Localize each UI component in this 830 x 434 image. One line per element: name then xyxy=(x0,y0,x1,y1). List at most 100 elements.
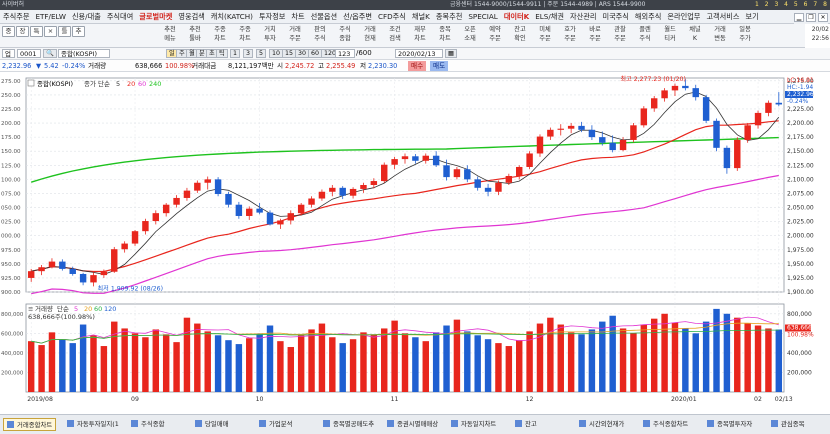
sell-button[interactable]: 매도 xyxy=(430,61,449,71)
taskbar-window-tab[interactable]: 종권시별매매상 xyxy=(387,418,438,431)
interval-button[interactable]: 15 xyxy=(282,49,297,58)
menu-item[interactable]: 영웅검색 xyxy=(178,12,205,21)
candle xyxy=(547,129,554,137)
toolbar-button[interactable]: 종목 차트 xyxy=(433,25,457,43)
menu-item[interactable]: 투자정보 xyxy=(258,12,286,21)
interval-button[interactable]: 60 xyxy=(308,49,323,58)
toolbar-button[interactable]: 관찰 주문 xyxy=(608,25,632,43)
toolbar-button[interactable]: 재무 차트 xyxy=(408,25,432,43)
toolbar-button[interactable]: 플렌 주식 xyxy=(633,25,657,43)
toolbar-button[interactable]: 거치 투자 xyxy=(258,25,282,43)
menu-item[interactable]: 온라인업무 xyxy=(667,12,701,21)
menu-item[interactable]: ETF/ELW xyxy=(35,12,66,21)
menu-item[interactable]: CFD주식 xyxy=(377,12,406,21)
menu-item[interactable]: 주식주문 xyxy=(3,12,30,21)
taskbar-window-tab[interactable]: 주식종합 xyxy=(131,418,165,431)
interval-button[interactable]: 10 xyxy=(269,49,284,58)
interval-button[interactable]: 1 xyxy=(230,49,241,58)
count-input[interactable]: 123 xyxy=(335,49,355,58)
toolbar-button[interactable]: 잔고 확인 xyxy=(508,25,532,43)
menu-item[interactable]: 주식대여 xyxy=(106,12,134,21)
toolbar-button[interactable]: 예약 주문 xyxy=(483,25,507,43)
taskbar-window-tab[interactable]: 종목별공매도추 xyxy=(323,418,374,431)
toolbar-shortcut-icon[interactable]: 특 xyxy=(30,26,43,37)
menu-item[interactable]: 고객서비스 xyxy=(706,12,740,21)
toolbar-button[interactable]: 조건 검색 xyxy=(383,25,407,43)
taskbar-window-tab[interactable]: 당일매매 xyxy=(195,418,229,431)
screen-number-tabs[interactable]: 1 2 3 4 5 6 7 8 xyxy=(755,1,829,8)
taskbar-window-tab[interactable]: 관심종목 xyxy=(771,418,805,431)
toolbar-button[interactable]: 채널 K xyxy=(683,25,707,43)
menu-item[interactable]: 선물옵션 xyxy=(310,12,338,21)
interval-button[interactable]: 30 xyxy=(295,49,310,58)
toolbar-button[interactable]: 바로 주문 xyxy=(583,25,607,43)
price-axis-tick: 1,950.00 xyxy=(787,261,814,268)
search-icon[interactable]: 🔍 xyxy=(43,49,57,58)
toolbar-button-label: 잔고 xyxy=(514,26,526,33)
market-select[interactable]: 업 xyxy=(2,49,15,58)
toolbar-button[interactable]: 미체 주문 xyxy=(533,25,557,43)
menu-item[interactable]: SPECIAL xyxy=(468,12,498,21)
toolbar-button[interactable]: 추천 메뉴 xyxy=(158,25,182,43)
code-input[interactable]: 0001 xyxy=(17,49,41,58)
toolbar-button[interactable]: 거래 현재 xyxy=(358,25,382,43)
quick-toolbar: 중 장 특 × 틀 추 추천 메뉴 추천 툴바 주종 차트 주종 차트 거치 투자 거래 주문 판의 주식 주식 종합 거래… xyxy=(0,24,805,48)
candle xyxy=(412,156,419,161)
toolbar-shortcut-icon[interactable]: × xyxy=(44,26,57,37)
taskbar-window-tab[interactable]: 거래종합차트 xyxy=(3,418,57,431)
menu-item[interactable]: 보기 xyxy=(745,12,759,21)
volume-bar xyxy=(370,334,378,392)
menu-item[interactable]: 미국주식 xyxy=(602,12,629,21)
menu-item[interactable]: 자산관리 xyxy=(570,12,597,21)
toolbar-button[interactable]: 월드 티커 xyxy=(658,25,682,43)
restore-icon[interactable]: ❐ xyxy=(806,12,816,22)
menu-item[interactable]: 대이터K xyxy=(503,12,530,21)
x-axis-tick: 2019/08 xyxy=(27,396,53,403)
taskbar-window-tab[interactable]: 잔고 xyxy=(515,418,537,431)
taskbar-window-tab[interactable]: 자동투자일지(1 xyxy=(67,418,119,431)
legend-checkbox-icon[interactable] xyxy=(27,79,35,87)
price-axis-tick-left: 275.00 xyxy=(1,79,21,85)
buy-button[interactable]: 매수 xyxy=(408,61,427,71)
menu-item[interactable]: ELS/채권 xyxy=(535,12,564,21)
toolbar-button[interactable]: 주종 차트 xyxy=(233,25,257,43)
toolbar-shortcut-icon[interactable]: 중 xyxy=(2,26,15,37)
menu-item[interactable]: 차트 xyxy=(291,12,305,21)
interval-button[interactable]: 3 xyxy=(243,49,254,58)
toolbar-button[interactable]: 거래 주문 xyxy=(283,25,307,43)
menu-item[interactable]: 신용/대출 xyxy=(71,12,101,21)
volume-legend-label: 거래량 xyxy=(35,304,53,313)
candle xyxy=(692,88,699,98)
toolbar-button[interactable]: 오픈 소재 xyxy=(458,25,482,43)
menu-item[interactable]: 채널K xyxy=(411,12,430,21)
taskbar-window-tab[interactable]: 종목별투자자 xyxy=(707,418,752,431)
period-button[interactable]: 틱 xyxy=(216,49,228,58)
taskbar-window-tab[interactable]: 가업분석 xyxy=(259,418,293,431)
taskbar-window-tab[interactable]: 시간외현재가 xyxy=(579,418,624,431)
toolbar-button[interactable]: 일봉 주가 xyxy=(733,25,757,43)
toolbar-button[interactable]: 거래 변동 xyxy=(708,25,732,43)
interval-button[interactable]: 5 xyxy=(256,49,267,58)
toolbar-button[interactable]: 추천 툴바 xyxy=(183,25,207,43)
toolbar-button[interactable]: 호가 주문 xyxy=(558,25,582,43)
price-axis-tick-left: 975.00 xyxy=(1,248,21,254)
minimize-icon[interactable]: ▁ xyxy=(794,12,804,22)
taskbar-window-tab[interactable]: 자동일지차트 xyxy=(451,418,496,431)
toolbar-shortcut-icon[interactable]: 장 xyxy=(16,26,29,37)
toolbar-button[interactable]: 판의 주식 xyxy=(308,25,332,43)
toolbar-button[interactable]: 주식 종합 xyxy=(333,25,357,43)
menu-item[interactable]: 글로벌마켓 xyxy=(139,12,173,21)
menu-item[interactable]: 해외주식 xyxy=(634,12,662,21)
calendar-icon[interactable]: ▦ xyxy=(445,49,457,58)
date-input[interactable]: 2020/02/13 xyxy=(395,49,443,58)
stock-chart[interactable]: 2,275.00275.002,250.00250.002,225.00225.… xyxy=(0,72,830,414)
toolbar-shortcut-icon[interactable]: 틀 xyxy=(58,26,71,37)
menu-item[interactable]: 캐치(KATCH) xyxy=(210,12,253,21)
toolbar-button[interactable]: 주종 차트 xyxy=(208,25,232,43)
menu-item[interactable]: 선/옵주변 xyxy=(343,12,372,21)
volume-bar xyxy=(599,321,606,392)
toolbar-shortcut-icon[interactable]: 추 xyxy=(72,26,85,37)
taskbar-window-tab[interactable]: 주식종합차트 xyxy=(643,418,688,431)
close-icon[interactable]: ✕ xyxy=(818,12,828,22)
menu-item[interactable]: 종목추천 xyxy=(435,12,463,21)
